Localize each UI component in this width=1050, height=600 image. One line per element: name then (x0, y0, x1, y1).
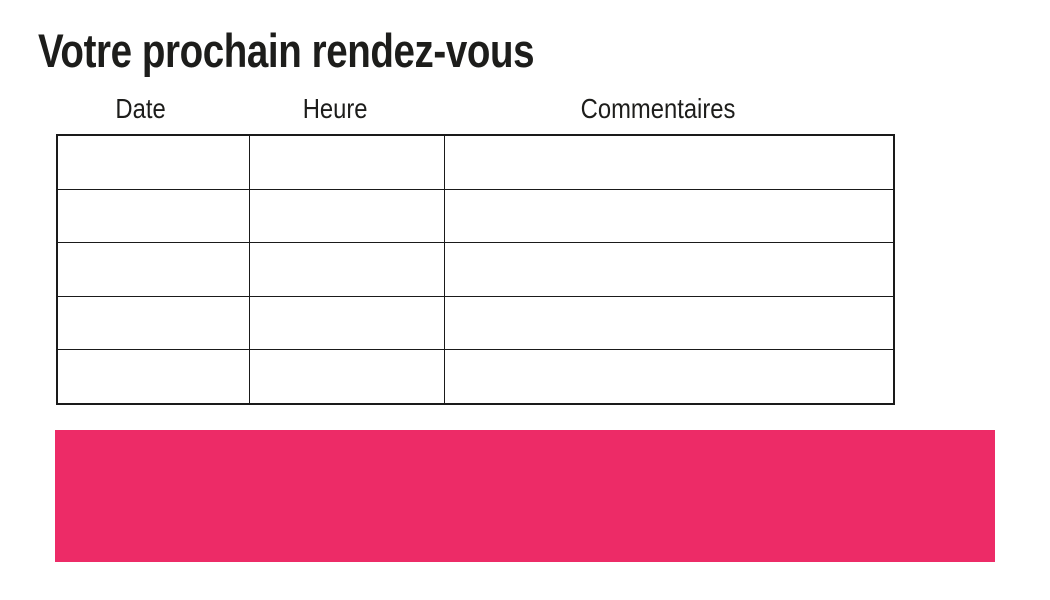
table-row (58, 136, 893, 190)
column-header-date-label: Date (115, 93, 167, 124)
table-row (58, 350, 893, 403)
column-header-heure-label: Heure (303, 93, 368, 124)
column-header-date: Date (44, 92, 238, 126)
appointments-table (56, 134, 895, 405)
table-row (58, 243, 893, 297)
column-header-heure: Heure (238, 92, 433, 126)
table-cell-heure (250, 189, 445, 243)
table-cell-heure (250, 350, 445, 403)
table-cell-date (58, 296, 250, 350)
table-cell-commentaires (445, 350, 893, 403)
table-row (58, 189, 893, 244)
table-cell-date (58, 350, 250, 403)
table-cell-heure (250, 243, 445, 296)
table-cell-commentaires (445, 297, 893, 350)
column-header-commentaires-label: Commentaires (580, 93, 736, 124)
table-cell-commentaires (445, 243, 893, 296)
table-cell-commentaires (445, 136, 893, 189)
page-title: Votre prochain rendez-vous (38, 24, 535, 77)
table-cell-date (58, 243, 250, 296)
table-cell-date (58, 136, 250, 189)
highlight-bar (55, 430, 995, 562)
table-cell-commentaires (445, 190, 893, 243)
table-cell-heure (250, 136, 445, 189)
column-header-commentaires: Commentaires (433, 92, 883, 126)
table-header-row: Date Heure Commentaires (44, 92, 883, 126)
table-cell-date (58, 189, 250, 243)
table-row (58, 296, 893, 351)
table-cell-heure (250, 296, 445, 350)
